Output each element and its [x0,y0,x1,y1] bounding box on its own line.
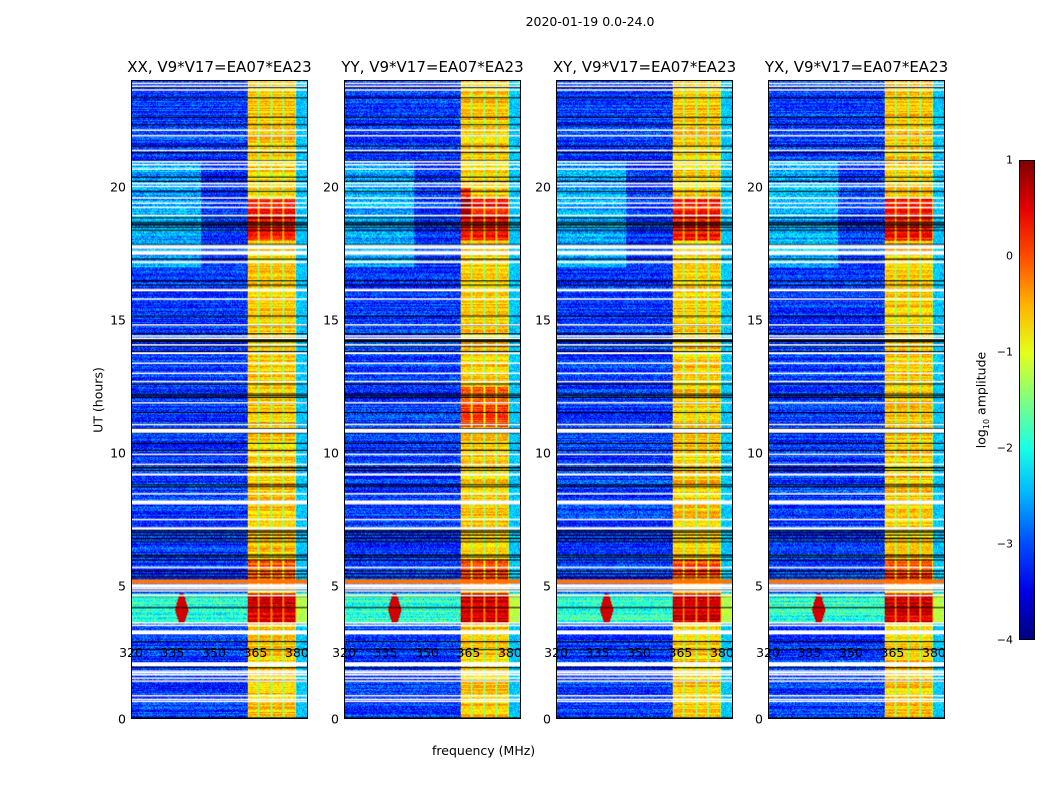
x-tick-label: 335 [160,645,185,660]
y-tick-label: 10 [110,445,126,461]
y-tick-label: 0 [543,711,551,727]
spectrogram-panel: XY, V9*V17=EA07*EA23 [553,58,736,719]
y-tick-label: 0 [755,711,763,727]
y-tick-label: 5 [118,578,126,594]
x-tick-label: 350 [839,645,863,660]
figure-title: 2020-01-19 0.0-24.0 [525,14,655,29]
colorbar-tick-label: −1 [996,345,1013,359]
y-tick-label: 15 [747,312,763,328]
x-tick-label: 350 [415,645,439,660]
y-tick-label: 5 [331,578,339,594]
y-tick-label: 0 [331,711,339,727]
panel-title: XX, V9*V17=EA07*EA23 [127,58,312,76]
x-tick-label: 380 [498,645,522,660]
spectrogram-panel: YY, V9*V17=EA07*EA23 [341,58,524,719]
x-tick-label: 320 [544,645,568,660]
x-axis-label: frequency (MHz) [432,743,536,758]
x-tick-label: 365 [880,645,905,660]
x-tick-label: 320 [332,645,356,660]
y-tick-label: 20 [323,179,339,194]
colorbar-tick-label: −2 [996,441,1013,455]
y-tick-label: 5 [543,578,551,594]
colorbar-tick-label: 0 [1006,249,1013,263]
x-tick-label: 380 [922,645,946,660]
x-tick-label: 365 [243,645,268,660]
spectrogram-panel: YX, V9*V17=EA07*EA23 [765,58,948,719]
x-tick-label: 350 [627,645,651,660]
panel-title: YX, V9*V17=EA07*EA23 [764,58,949,76]
y-tick-label: 20 [110,179,126,194]
colorbar-tick-label: 1 [1006,153,1013,167]
y-tick-label: 15 [535,312,551,328]
y-tick-label: 5 [755,578,763,594]
x-tick-label: 380 [710,645,734,660]
x-tick-label: 335 [797,645,822,660]
y-axis-label: UT (hours) [90,367,106,433]
x-tick-label: 365 [456,645,481,660]
x-tick-label: 320 [756,645,780,660]
colorbar-tick-label: −4 [996,633,1013,647]
x-tick-label: 320 [119,645,143,660]
y-tick-label: 20 [747,179,763,194]
y-tick-label: 15 [110,312,126,328]
y-tick-label: 10 [535,445,551,461]
panel-title: YY, V9*V17=EA07*EA23 [341,58,524,76]
spectrogram-heatmap [344,80,521,719]
y-tick-label: 15 [323,312,339,328]
spectrogram-panel: XX, V9*V17=EA07*EA23 [127,58,312,719]
colorbar [1019,160,1035,640]
colorbar-tick-label: −3 [996,537,1013,551]
spectrogram-heatmap [768,80,945,719]
y-tick-label: 20 [535,179,551,194]
y-tick-label: 0 [118,711,126,727]
spectrogram-heatmap [556,80,733,719]
x-tick-label: 380 [285,645,309,660]
y-tick-label: 10 [323,445,339,461]
colorbar-label: log10 amplitude [973,351,991,449]
x-tick-label: 335 [373,645,398,660]
panel-title: XY, V9*V17=EA07*EA23 [552,58,737,76]
x-tick-label: 365 [668,645,693,660]
x-tick-label: 350 [202,645,226,660]
spectrogram-heatmap [131,80,308,719]
y-tick-label: 10 [747,445,763,461]
x-tick-label: 335 [585,645,610,660]
